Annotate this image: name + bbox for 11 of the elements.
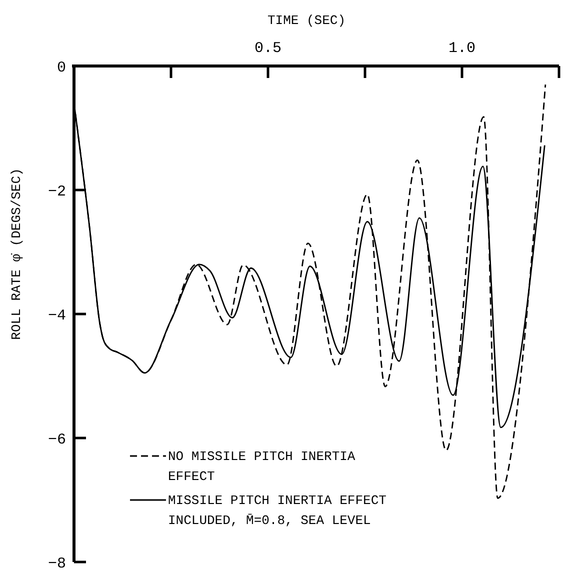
y-tick-label: −4 <box>48 307 66 324</box>
x-tick-label: 0.5 <box>254 40 282 57</box>
legend-label: MISSILE PITCH INERTIA EFFECT INCLUDED, M̄=0.8, SEA LEVEL <box>168 493 387 528</box>
y-tick-label: −8 <box>48 555 66 572</box>
y-axis-title: ROLL RATE φ̇ (DEGS/SEC) <box>9 168 24 340</box>
y-tick-label: −2 <box>48 183 66 200</box>
y-tick-label: 0 <box>56 59 66 76</box>
legend-label: NO MISSILE PITCH INERTIA EFFECT <box>168 449 356 484</box>
x-tick-label: 1.0 <box>448 40 476 57</box>
y-tick-label: −6 <box>48 431 66 448</box>
x-axis-title: TIME (SEC) <box>267 13 346 28</box>
